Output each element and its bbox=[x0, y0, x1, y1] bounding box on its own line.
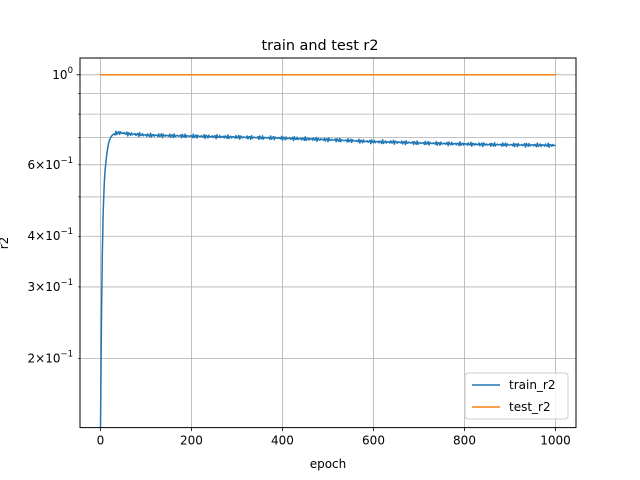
x-axis-label: epoch bbox=[310, 457, 347, 471]
x-tick-label: 800 bbox=[453, 434, 476, 448]
x-axis-ticks: 0 200 400 600 800 1000 bbox=[97, 427, 571, 448]
x-tick-label: 400 bbox=[271, 434, 294, 448]
x-tick-label: 200 bbox=[180, 434, 203, 448]
plot-frame bbox=[79, 57, 577, 429]
series-line-train-r2 bbox=[99, 130, 556, 428]
y-axis-label: r2 bbox=[0, 237, 11, 250]
legend-label-test: test_r2 bbox=[509, 400, 551, 414]
x-tick-label: 600 bbox=[362, 434, 385, 448]
x-tick-label: 0 bbox=[97, 434, 105, 448]
x-tick-label: 1000 bbox=[540, 434, 571, 448]
legend-label-train: train_r2 bbox=[509, 378, 556, 392]
legend: train_r2 test_r2 bbox=[464, 372, 569, 420]
series-lines bbox=[99, 74, 556, 428]
chart-title: train and test r2 bbox=[261, 38, 378, 54]
